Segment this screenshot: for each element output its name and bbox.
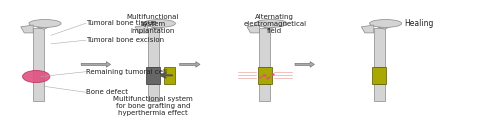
Polygon shape [37, 25, 54, 29]
Text: Multifunctional system
for bone grafting and
hyperthermia effect: Multifunctional system for bone grafting… [113, 96, 193, 116]
FancyBboxPatch shape [148, 28, 158, 67]
FancyBboxPatch shape [260, 28, 270, 67]
FancyBboxPatch shape [374, 28, 385, 67]
FancyBboxPatch shape [260, 84, 270, 101]
Text: Healing: Healing [404, 19, 434, 28]
FancyBboxPatch shape [33, 28, 44, 101]
FancyBboxPatch shape [146, 67, 160, 84]
Text: Multifunctional
system
implantation: Multifunctional system implantation [127, 14, 179, 33]
Circle shape [144, 20, 176, 27]
Text: Remaining tumoral cell: Remaining tumoral cell [86, 69, 167, 75]
Ellipse shape [22, 70, 50, 83]
Polygon shape [247, 25, 260, 33]
Polygon shape [152, 25, 169, 29]
Polygon shape [362, 25, 374, 33]
FancyBboxPatch shape [372, 67, 386, 84]
Text: Tumoral bone excision: Tumoral bone excision [86, 37, 164, 43]
Circle shape [255, 20, 288, 27]
FancyBboxPatch shape [258, 67, 272, 84]
FancyBboxPatch shape [374, 84, 385, 101]
Text: Bone defect: Bone defect [86, 89, 128, 95]
Polygon shape [135, 25, 147, 33]
Circle shape [29, 20, 61, 27]
Text: Alternating
electromagnetical
field: Alternating electromagnetical field [244, 14, 306, 33]
Polygon shape [263, 25, 281, 29]
Polygon shape [21, 25, 33, 33]
FancyBboxPatch shape [164, 67, 175, 84]
Text: Tumoral bone tissue: Tumoral bone tissue [86, 20, 156, 26]
Polygon shape [378, 25, 396, 29]
Circle shape [370, 20, 402, 27]
FancyBboxPatch shape [148, 84, 158, 101]
